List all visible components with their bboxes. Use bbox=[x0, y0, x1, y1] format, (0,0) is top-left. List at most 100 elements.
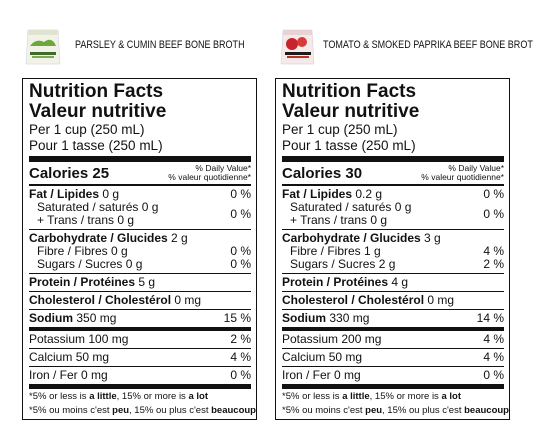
nutrient-amount: 0 g bbox=[394, 200, 412, 214]
nutrient-line: Iron / Fer 0 mg bbox=[282, 369, 361, 382]
nutrient-label: Sugars / Sucres 2 g bbox=[282, 258, 395, 271]
daily-value: 0 % bbox=[483, 187, 504, 201]
calories-row: Calories 25 % Daily Value*% valeur quotid… bbox=[29, 162, 251, 184]
footnote-part: *5% or less is bbox=[282, 391, 343, 402]
daily-value: 14 % bbox=[476, 311, 504, 325]
nutrient-row: Potassium 100 mg 2 % bbox=[29, 333, 251, 346]
footnote-part: a lot bbox=[441, 391, 461, 402]
nutrient-amount: 50 mg bbox=[328, 350, 363, 364]
nutrient-line: Calcium 50 mg bbox=[282, 351, 362, 364]
rule bbox=[29, 327, 251, 331]
rule bbox=[282, 366, 504, 367]
nutrient-group: Iron / Fer 0 mg 0 % bbox=[282, 367, 504, 384]
nutrient-row: Sugars / Sucres 0 g 0 % bbox=[29, 258, 251, 271]
product-image bbox=[25, 29, 61, 65]
serving: Per 1 cup (250 mL) bbox=[282, 122, 398, 137]
nutrient-label: Potassium 200 mg bbox=[282, 333, 381, 346]
nutrient-line: Carbohydrate / Glucides 3 g bbox=[282, 232, 441, 245]
nutrient-name: Cholesterol / Cholestérol bbox=[29, 293, 172, 307]
nutrient-row: Sodium 350 mg 15 % bbox=[29, 312, 251, 325]
nutrient-name: Carbohydrate / Glucides bbox=[29, 231, 168, 245]
nutrient-label: Iron / Fer 0 mg bbox=[282, 369, 361, 382]
nutrient-amount: 0 mg bbox=[334, 368, 361, 382]
nutrient-amount: 4 g bbox=[391, 275, 409, 289]
nutrient-group: Sodium 350 mg 15 % bbox=[29, 310, 251, 327]
nutrient-label: Saturated / saturés 0 g + Trans / trans 0… bbox=[29, 201, 158, 227]
footnote: *5% or less is a little, 15% or more is … bbox=[282, 391, 504, 403]
nutrient-amount: 0.2 g bbox=[355, 187, 383, 201]
title-fr: Valeur nutritive bbox=[282, 101, 420, 122]
nutrient-amount: 0 g bbox=[111, 244, 128, 258]
nutrient-row: Fibre / Fibres 0 g 0 % bbox=[29, 245, 251, 258]
nutrient-label: Fibre / Fibres 1 g bbox=[282, 245, 381, 258]
nutrient-label: Carbohydrate / Glucides 3 g bbox=[282, 232, 441, 245]
rule bbox=[29, 273, 251, 274]
nutrient-name: + Trans / trans bbox=[37, 213, 115, 227]
nutrient-row: Saturated / saturés 0 g + Trans / trans 0… bbox=[29, 201, 251, 227]
dv-heading-en: % Daily Value* bbox=[195, 162, 251, 173]
title-fr: Valeur nutritive bbox=[29, 101, 167, 122]
dv-heading: % Daily Value*% valeur quotidienne* bbox=[421, 162, 504, 183]
dv-heading-en: % Daily Value* bbox=[448, 162, 504, 173]
nutrient-name: Sodium bbox=[282, 311, 326, 325]
nutrient-group: Cholesterol / Cholestérol 0 mg bbox=[29, 292, 251, 309]
nutrient-line: Sugars / Sucres 2 g bbox=[290, 258, 395, 271]
footnote-part: beaucoup bbox=[464, 405, 509, 416]
rule bbox=[29, 366, 251, 367]
nutrient-name: Fat / Lipides bbox=[29, 187, 100, 201]
nutrient-group: Carbohydrate / Glucides 2 g Fibre / Fibre… bbox=[29, 230, 251, 273]
nutrient-label: Protein / Protéines 5 g bbox=[29, 276, 155, 289]
nutrient-row: Calcium 50 mg 4 % bbox=[282, 351, 504, 364]
nutrient-amount: 330 mg bbox=[329, 311, 370, 325]
footnote-part: *5% or less is bbox=[29, 391, 90, 402]
dv-heading-fr: % valeur quotidienne* bbox=[168, 172, 251, 182]
nutrient-name: + Trans / trans bbox=[290, 213, 368, 227]
nutrient-line: Sodium 330 mg bbox=[282, 312, 369, 325]
nutrient-label: Fat / Lipides 0 g bbox=[29, 188, 119, 201]
footnote-part: a lot bbox=[188, 391, 208, 402]
footnote: *5% ou moins c'est peu, 15% ou plus c'es… bbox=[282, 405, 509, 417]
nutrient-group: Calcium 50 mg 4 % bbox=[29, 349, 251, 366]
nutrient-line: Protein / Protéines 5 g bbox=[29, 276, 155, 289]
nutrient-label: Iron / Fer 0 mg bbox=[29, 369, 108, 382]
daily-value: 0 % bbox=[483, 368, 504, 382]
title: Nutrition Facts bbox=[29, 81, 164, 102]
footnote-part: , 15% or more is bbox=[116, 391, 189, 402]
nutrient-line: + Trans / trans 0 g bbox=[290, 214, 411, 227]
nutrient-line: Iron / Fer 0 mg bbox=[29, 369, 108, 382]
rule bbox=[29, 348, 251, 349]
nutrient-name: Potassium bbox=[282, 332, 339, 346]
nutrient-label: Cholesterol / Cholestérol 0 mg bbox=[282, 294, 454, 307]
serving-fr: Pour 1 tasse (250 mL) bbox=[29, 138, 163, 153]
nutrient-line: Calcium 50 mg bbox=[29, 351, 109, 364]
footnote-part: beaucoup bbox=[211, 405, 256, 416]
nutrient-label: Protein / Protéines 4 g bbox=[282, 276, 408, 289]
footnote-part: , 15% or more is bbox=[369, 391, 442, 402]
daily-value: 0 % bbox=[230, 368, 251, 382]
daily-value: 2 % bbox=[230, 332, 251, 346]
rule bbox=[282, 327, 504, 331]
nutrient-row: Saturated / saturés 0 g + Trans / trans 0… bbox=[282, 201, 504, 227]
nutrient-line: Protein / Protéines 4 g bbox=[282, 276, 408, 289]
nutrient-name: Iron / Fer bbox=[282, 368, 331, 382]
rule bbox=[29, 384, 251, 389]
nutrient-name: Fibre / Fibres bbox=[290, 244, 361, 258]
nutrient-amount: 0 mg bbox=[427, 293, 455, 307]
nutrient-row: Protein / Protéines 4 g bbox=[282, 276, 504, 289]
nutrient-row: Carbohydrate / Glucides 3 g bbox=[282, 232, 504, 245]
nutrient-row: Iron / Fer 0 mg 0 % bbox=[282, 369, 504, 382]
nutrient-row: Cholesterol / Cholestérol 0 mg bbox=[282, 294, 504, 307]
rule bbox=[29, 309, 251, 310]
nutrient-row: Protein / Protéines 5 g bbox=[29, 276, 251, 289]
nutrient-line: Saturated / saturés 0 g bbox=[290, 201, 411, 214]
serving-fr: Pour 1 tasse (250 mL) bbox=[282, 138, 416, 153]
footnote-part: *5% ou moins c'est bbox=[282, 405, 366, 416]
daily-value: 15 % bbox=[223, 311, 251, 325]
nutrient-name: Protein / Protéines bbox=[282, 275, 389, 289]
nutrient-group: Sodium 330 mg 14 % bbox=[282, 310, 504, 327]
footnote-part: , 15% ou plus c'est bbox=[129, 405, 212, 416]
nutrient-group: Protein / Protéines 5 g bbox=[29, 274, 251, 291]
nutrient-amount: 0 g bbox=[117, 213, 135, 227]
nutrient-group: Protein / Protéines 4 g bbox=[282, 274, 504, 291]
nutrient-row: Potassium 200 mg 4 % bbox=[282, 333, 504, 346]
